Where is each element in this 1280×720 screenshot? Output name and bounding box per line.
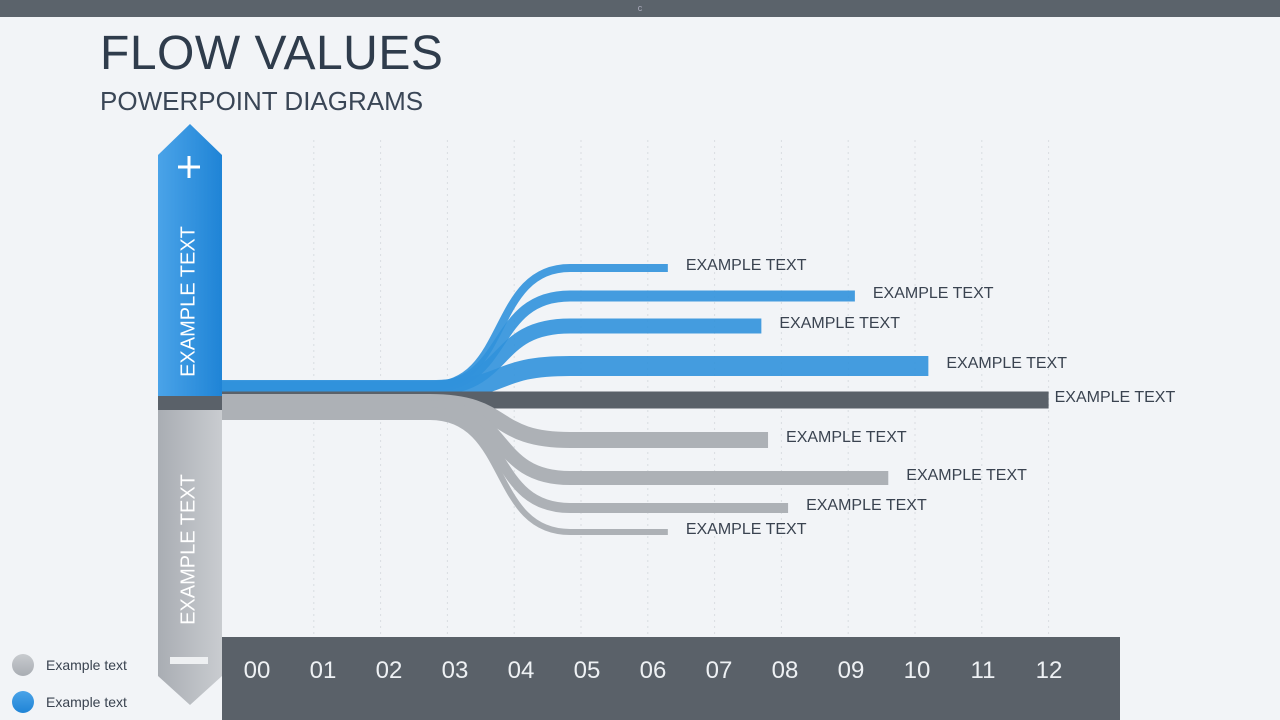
x-tick-label: 02 <box>375 657 403 684</box>
flow-gray <box>222 414 668 535</box>
flow-blue <box>222 356 929 400</box>
x-tick-label: 08 <box>771 657 799 684</box>
flow-label: EXAMPLE TEXT <box>906 467 1027 484</box>
flow-label: EXAMPLE TEXT <box>786 429 907 446</box>
x-axis-bar <box>222 637 1120 720</box>
legend-item-blue: Example text <box>12 691 127 713</box>
x-tick-label: 00 <box>243 657 271 684</box>
flow-label: EXAMPLE TEXT <box>779 315 900 332</box>
minus-icon <box>170 657 208 664</box>
x-tick-label: 11 <box>970 657 996 684</box>
x-tick-label: 10 <box>903 657 931 684</box>
flow-label: EXAMPLE TEXT <box>1054 389 1176 406</box>
legend-label: Example text <box>46 694 127 710</box>
flow-label: EXAMPLE TEXT <box>806 497 927 514</box>
column-separator <box>158 396 222 410</box>
negative-label: EXAMPLE TEXT <box>177 474 200 625</box>
legend-label: Example text <box>46 657 127 673</box>
plus-icon <box>178 156 200 178</box>
x-tick-label: 12 <box>1035 657 1063 684</box>
x-tick-label: 05 <box>573 657 601 684</box>
flow-label: EXAMPLE TEXT <box>685 521 807 538</box>
window-top-bar: c <box>0 0 1280 17</box>
flow-gray <box>222 407 789 513</box>
blue-dot-icon <box>12 691 34 713</box>
flow-label: EXAMPLE TEXT <box>685 257 807 274</box>
gray-dot-icon <box>12 654 34 676</box>
page-title: FLOW VALUES <box>100 27 444 80</box>
x-tick-label: 07 <box>705 657 733 684</box>
positive-label: EXAMPLE TEXT <box>177 226 200 377</box>
x-tick-label: 09 <box>837 657 865 684</box>
flow-label: EXAMPLE TEXT <box>946 355 1067 372</box>
x-tick-label: 04 <box>507 657 535 684</box>
flow-label: EXAMPLE TEXT <box>872 285 994 302</box>
flow-gray <box>222 400 889 485</box>
x-tick-label: 03 <box>441 657 469 684</box>
positive-arrow <box>158 124 222 396</box>
x-tick-label: 06 <box>639 657 667 684</box>
legend-item-gray: Example text <box>12 654 127 676</box>
negative-arrow <box>158 410 222 705</box>
page-subtitle: POWERPOINT DIAGRAMS <box>100 86 424 116</box>
x-tick-label: 01 <box>309 657 337 684</box>
